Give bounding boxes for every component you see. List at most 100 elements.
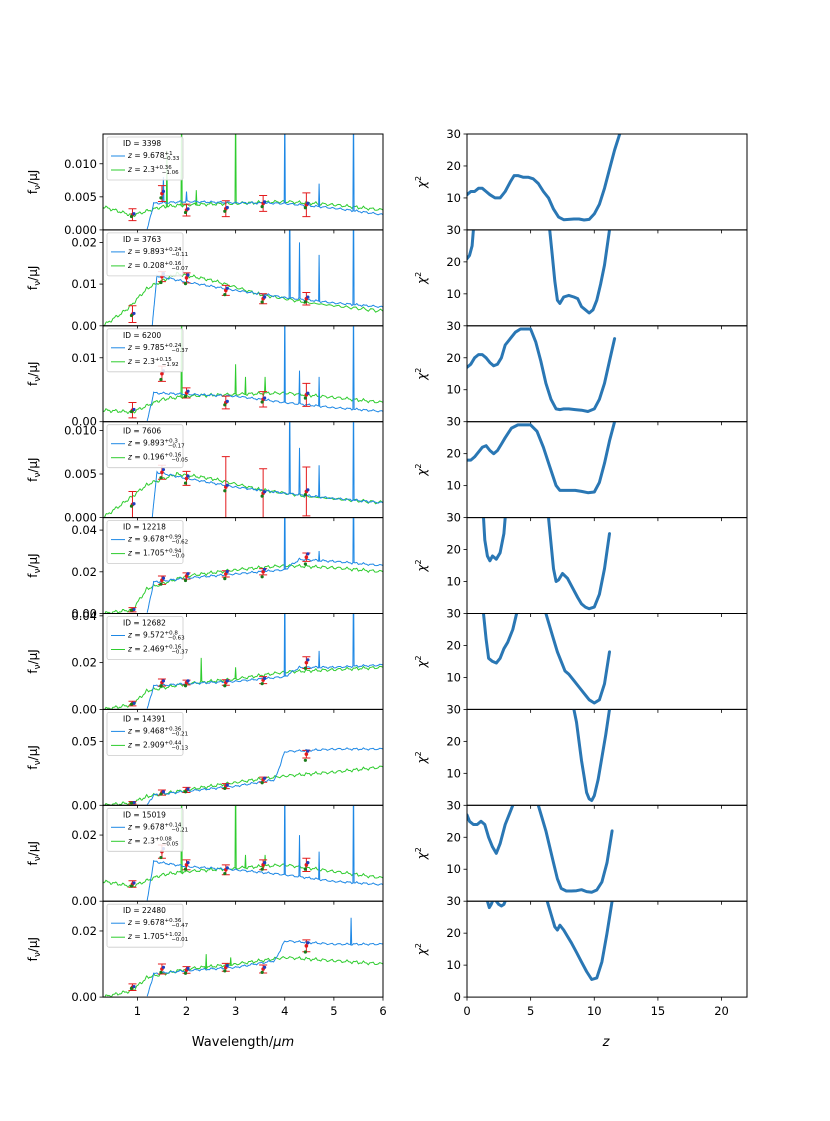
z-symbol: z bbox=[127, 247, 133, 256]
legend-box bbox=[106, 903, 184, 948]
model-point-primary bbox=[132, 407, 136, 412]
z-lower: −0.11 bbox=[171, 252, 188, 258]
model-point-secondary bbox=[260, 781, 264, 785]
z-value: = 2.3 bbox=[132, 836, 155, 845]
model-point-secondary bbox=[129, 214, 134, 219]
sed-plot-area bbox=[103, 805, 383, 901]
chi2-plot-area bbox=[482, 613, 611, 705]
sed-plot-area bbox=[103, 421, 383, 518]
chi2-curve bbox=[572, 709, 611, 802]
model-point-secondary bbox=[159, 792, 163, 796]
sed-panel: 0.00 0.01 0.02 fν/μJ ID = 3763 z = 9.893+0.24… bbox=[26, 229, 384, 333]
model-point-secondary bbox=[260, 575, 264, 579]
legend-id: ID = 3763 bbox=[123, 235, 161, 244]
model-point-primary bbox=[161, 576, 166, 580]
y-label-nu: ν bbox=[33, 569, 43, 574]
chi2-curve bbox=[467, 134, 622, 222]
model-point-secondary bbox=[223, 209, 227, 213]
chi-symbol: χ bbox=[415, 180, 429, 189]
right-x-axis-label: z bbox=[602, 1035, 611, 1050]
y-label-nu: ν bbox=[33, 473, 43, 478]
model-point-primary bbox=[132, 984, 136, 989]
y-tick-label: 0.04 bbox=[71, 523, 97, 537]
y-tick-label: 0.00 bbox=[71, 990, 97, 1004]
chi2-panel: 10 20 30 χ2 bbox=[414, 702, 748, 809]
z-symbol: z bbox=[127, 439, 133, 448]
model-point-primary bbox=[306, 488, 310, 492]
model-point-primary bbox=[225, 866, 229, 870]
z-symbol: z bbox=[127, 453, 133, 462]
y-label-unit: /μJ bbox=[26, 170, 40, 185]
model-point-secondary bbox=[129, 801, 134, 805]
chi2-curve bbox=[545, 901, 614, 981]
x-tick-label: 2 bbox=[183, 1004, 190, 1018]
z-lower: −0.37 bbox=[171, 348, 188, 354]
photometry-point bbox=[160, 470, 164, 475]
chi2-plot-area bbox=[467, 421, 617, 495]
legend-z1: z = 9.678+0.99 −0.62 bbox=[127, 535, 188, 546]
y-label-nu: ν bbox=[33, 952, 43, 957]
z-value: = 9.785 bbox=[132, 343, 165, 352]
left-x-axis-label: Wavelength/μm bbox=[192, 1035, 294, 1050]
y-tick-label: 20 bbox=[446, 255, 461, 269]
y-label-unit: /μJ bbox=[26, 266, 40, 281]
model-point-primary bbox=[186, 572, 190, 576]
x-tick-label: 20 bbox=[714, 1004, 729, 1018]
z-symbol: z bbox=[127, 151, 133, 160]
y-tick-label: 10 bbox=[446, 670, 461, 684]
model-point-secondary bbox=[260, 970, 264, 974]
model-point-secondary bbox=[159, 280, 163, 285]
model-point-secondary bbox=[260, 205, 264, 209]
model-point-primary bbox=[161, 467, 166, 472]
chi-symbol: χ bbox=[415, 851, 429, 860]
y-label-unit: /μJ bbox=[26, 553, 40, 568]
z-lower: −0.17 bbox=[168, 444, 185, 450]
x-tick-label: 4 bbox=[281, 1004, 288, 1018]
y-tick-label: 0.05 bbox=[71, 734, 97, 748]
z-upper: +0.8 bbox=[164, 631, 178, 637]
chi2-panel: 10 20 30 χ2 bbox=[414, 319, 748, 426]
y-tick-label: 20 bbox=[446, 351, 461, 365]
sed-frame bbox=[102, 900, 384, 998]
z-symbol: z bbox=[127, 261, 133, 270]
y-tick-label: 0.04 bbox=[71, 609, 97, 623]
model-point-primary bbox=[225, 783, 229, 787]
photometry-point bbox=[304, 555, 309, 560]
legend-box bbox=[106, 424, 184, 469]
z-symbol: z bbox=[127, 918, 133, 927]
legend-box bbox=[106, 520, 184, 564]
y-tick-label: 20 bbox=[446, 543, 461, 557]
model-point-secondary bbox=[303, 492, 307, 497]
model-point-secondary bbox=[183, 210, 188, 215]
y-tick-label: 0.00 bbox=[71, 319, 97, 333]
sed-model-secondary-line bbox=[103, 134, 383, 218]
legend-box bbox=[106, 232, 184, 277]
sed-model-primary-line bbox=[146, 805, 383, 901]
sed-y-axis-label: fν/μJ bbox=[26, 362, 43, 386]
chi2-y-axis-label: χ2 bbox=[414, 368, 429, 381]
model-point-secondary bbox=[303, 950, 307, 954]
bottom-axis-ticks: 1 2 3 4 5 6 0 5 10 15 20 bbox=[134, 1004, 729, 1018]
z-lower: −0.33 bbox=[163, 156, 180, 162]
y-label-nu: ν bbox=[33, 281, 43, 286]
legend-z1: z = 9.678+0.36 −0.47 bbox=[127, 918, 189, 929]
y-label-nu: ν bbox=[33, 377, 43, 382]
model-point-secondary bbox=[129, 313, 134, 318]
z-lower: −1.92 bbox=[162, 362, 179, 368]
model-point-primary bbox=[132, 701, 136, 705]
model-point-primary bbox=[306, 295, 310, 299]
chi-exponent: 2 bbox=[414, 176, 423, 181]
model-point-primary bbox=[225, 286, 229, 290]
y-tick-label: 20 bbox=[446, 159, 461, 173]
model-point-primary bbox=[306, 941, 310, 945]
z-symbol: z bbox=[127, 645, 133, 654]
model-point-secondary bbox=[260, 682, 264, 686]
z-value: = 2.469 bbox=[132, 645, 165, 654]
sed-plot-area bbox=[103, 229, 383, 326]
